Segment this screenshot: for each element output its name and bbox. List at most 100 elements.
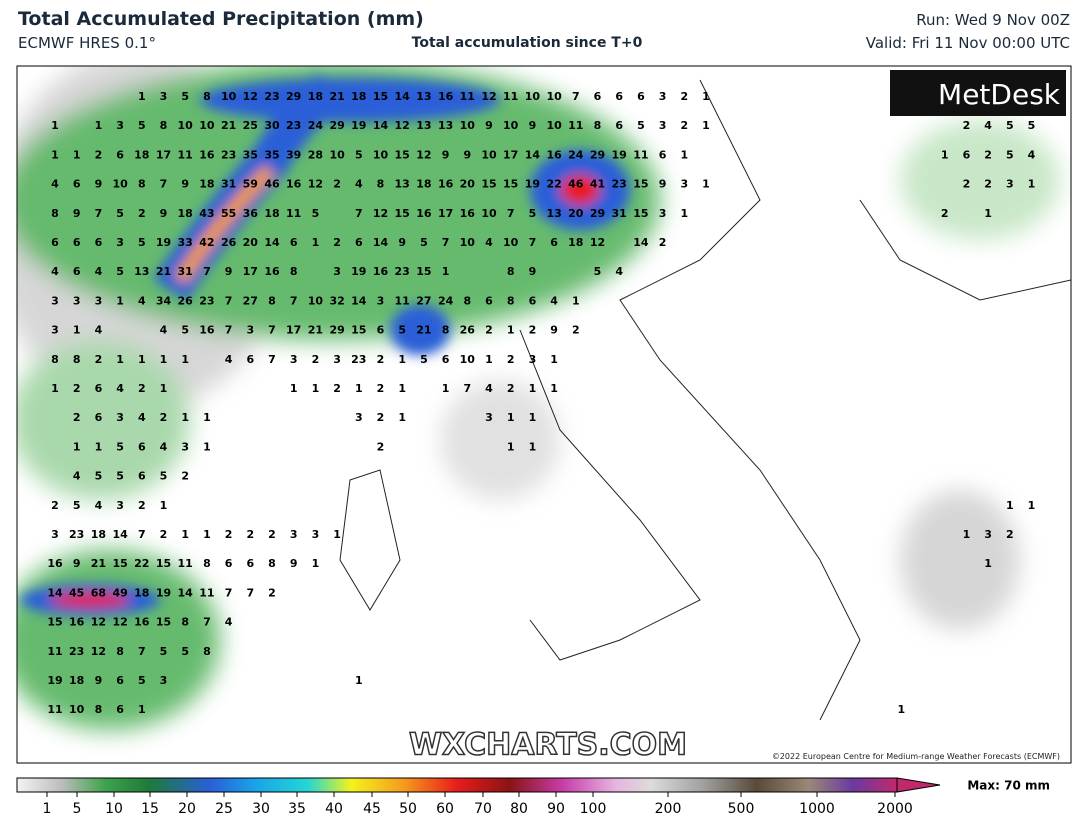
station-value: 35 [264, 148, 279, 161]
station-value: 21 [416, 324, 431, 337]
station-value: 4 [984, 119, 992, 132]
station-value: 1 [290, 382, 298, 395]
station-value: 1 [529, 411, 537, 424]
station-value: 1 [702, 178, 710, 191]
station-value: 7 [95, 207, 103, 220]
station-value: 27 [416, 294, 431, 307]
subtitle: Total accumulation since T+0 [412, 35, 643, 51]
station-value: 1 [73, 440, 81, 453]
station-value: 4 [225, 353, 233, 366]
station-value: 3 [1006, 178, 1014, 191]
station-value: 8 [203, 90, 211, 103]
labels: 1 3 5 8 10 12 23 29 18 21 18 15 14 13 16 11 12 11 10 10 7 6 6 6… [47, 90, 1035, 716]
station-value: 25 [243, 119, 258, 132]
station-value: 2 [333, 178, 341, 191]
station-value: 6 [290, 236, 298, 249]
station-value: 4 [550, 294, 558, 307]
station-value: 1 [1028, 178, 1036, 191]
station-value: 1 [398, 382, 406, 395]
station-value: 8 [507, 294, 515, 307]
station-value: 5 [594, 265, 602, 278]
station-value: 1 [203, 528, 211, 541]
station-value: 22 [546, 178, 561, 191]
station-value: 1 [333, 528, 341, 541]
station-value: 16 [546, 148, 562, 161]
station-value: 2 [529, 324, 537, 337]
station-value: 3 [73, 294, 81, 307]
station-value: 5 [73, 499, 81, 512]
station-value: 7 [268, 353, 276, 366]
station-value: 55 [221, 207, 236, 220]
station-value: 7 [246, 586, 254, 599]
station-value: 16 [47, 557, 63, 570]
colorbar-label: 15 [141, 801, 159, 817]
station-value: 8 [268, 294, 276, 307]
station-value: 32 [329, 294, 344, 307]
station-value: 10 [308, 294, 324, 307]
station-value: 2 [333, 236, 341, 249]
station-value: 5 [116, 470, 124, 483]
station-value: 1 [572, 294, 580, 307]
station-value: 4 [95, 265, 103, 278]
station-value: 2 [984, 178, 992, 191]
station-value: 24 [438, 294, 454, 307]
station-value: 11 [286, 207, 301, 220]
station-value: 19 [351, 265, 366, 278]
station-value: 42 [199, 236, 214, 249]
station-value: 7 [225, 586, 233, 599]
station-value: 14 [178, 586, 194, 599]
station-value: 2 [312, 353, 320, 366]
colorbar-label: 50 [399, 801, 417, 817]
station-value: 10 [503, 236, 519, 249]
station-value: 6 [594, 90, 602, 103]
station-value: 16 [416, 207, 432, 220]
station-value: 19 [156, 586, 171, 599]
station-value: 3 [51, 294, 59, 307]
station-value: 11 [199, 586, 214, 599]
station-value: 17 [503, 148, 518, 161]
station-value: 39 [286, 148, 301, 161]
station-value: 1 [550, 353, 558, 366]
station-value: 16 [460, 207, 476, 220]
station-value: 3 [116, 411, 124, 424]
colorbar-label: 45 [363, 801, 381, 817]
station-value: 4 [485, 382, 493, 395]
station-value: 15 [633, 178, 648, 191]
station-value: 10 [112, 178, 128, 191]
colorbar [16, 777, 898, 793]
station-value: 15 [395, 207, 410, 220]
station-value: 17 [438, 207, 453, 220]
station-value: 29 [329, 324, 344, 337]
station-value: 3 [290, 528, 298, 541]
station-value: 8 [203, 557, 211, 570]
station-value: 6 [246, 353, 254, 366]
station-value: 31 [178, 265, 193, 278]
station-value: 19 [612, 148, 627, 161]
station-value: 7 [463, 382, 471, 395]
station-value: 1 [550, 382, 558, 395]
station-value: 13 [546, 207, 561, 220]
colorbar-label: 35 [288, 801, 306, 817]
station-value: 1 [941, 148, 949, 161]
station-value: 5 [420, 353, 428, 366]
station-value: 19 [156, 236, 171, 249]
station-value: 68 [91, 586, 106, 599]
station-value: 4 [138, 294, 146, 307]
station-value: 1 [355, 382, 363, 395]
station-value: 4 [160, 324, 168, 337]
station-value: 2 [377, 353, 385, 366]
station-value: 12 [481, 90, 496, 103]
station-value: 6 [637, 90, 645, 103]
station-value: 4 [73, 470, 81, 483]
station-value: 6 [95, 236, 103, 249]
station-value: 31 [221, 178, 236, 191]
station-value: 6 [73, 178, 81, 191]
station-value: 18 [69, 674, 84, 687]
run: Run: Wed 9 Nov 00Z [916, 11, 1070, 29]
station-value: 33 [178, 236, 193, 249]
station-value: 2 [377, 382, 385, 395]
station-value: 5 [160, 645, 168, 658]
station-value: 3 [659, 119, 667, 132]
station-value: 2 [333, 382, 341, 395]
station-value: 3 [333, 353, 341, 366]
